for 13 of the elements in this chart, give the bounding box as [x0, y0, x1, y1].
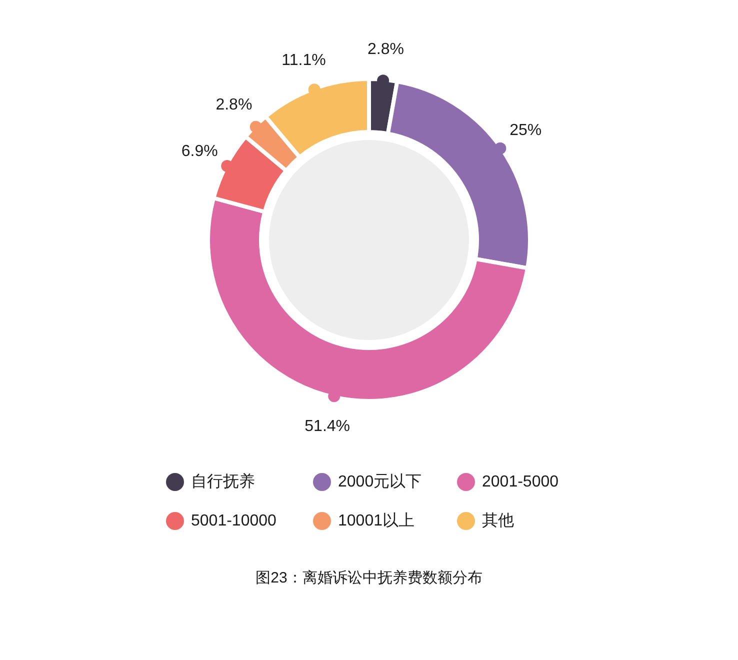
data-label: 2.8% [216, 96, 252, 114]
legend-label: 10001以上 [338, 512, 414, 530]
legend-label: 自行抚养 [191, 472, 255, 490]
legend-label: 2001-5000 [482, 474, 559, 490]
data-label: 25% [510, 122, 542, 140]
legend-label: 其他 [482, 512, 514, 530]
legend-label: 5001-10000 [191, 512, 277, 530]
data-label: 6.9% [181, 143, 218, 160]
data-label: 2.8% [368, 41, 404, 58]
text: 图23：离婚诉讼中抚养费数额分布 [256, 570, 482, 586]
legend-label: 2000元以下 [338, 472, 422, 490]
data-label: 11.1% [282, 52, 326, 69]
data-label: 51.4% [304, 418, 350, 435]
